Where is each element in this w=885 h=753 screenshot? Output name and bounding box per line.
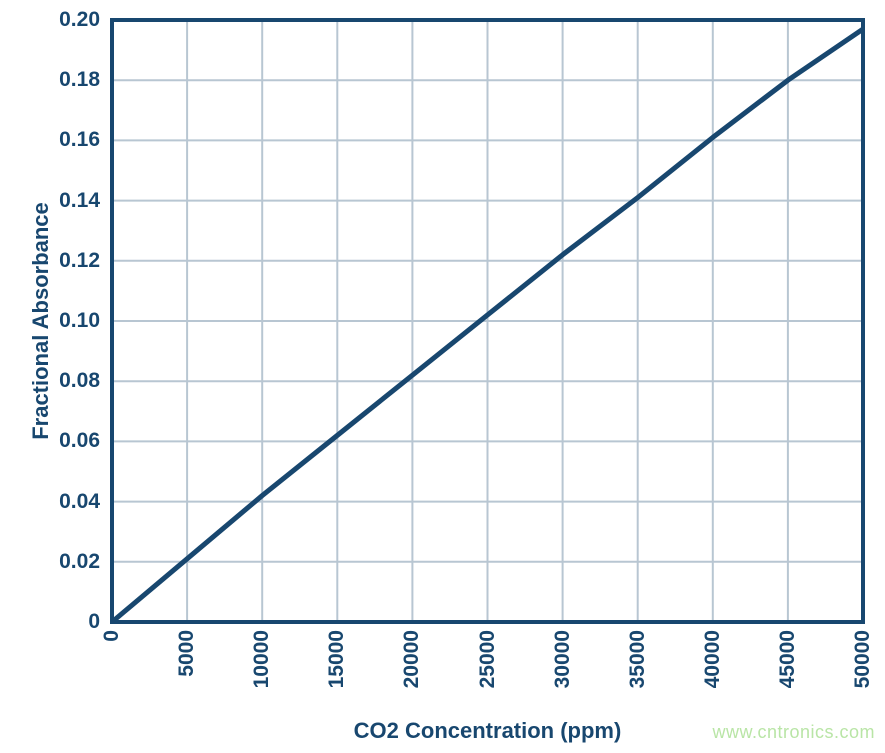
y-tick-label: 0.18 [59,68,100,92]
y-tick-label: 0.06 [59,429,100,453]
x-tick-label: 35000 [625,630,649,689]
x-tick-label: 10000 [250,630,274,689]
y-tick-label: 0.12 [59,248,100,272]
x-tick-label: 0 [100,630,123,642]
x-tick-label: 25000 [475,630,499,689]
plot-area [110,18,865,624]
y-tick-label: 0.04 [59,489,100,513]
x-tick-label: 40000 [700,630,724,689]
x-tick-label: 45000 [775,630,799,689]
y-tick-label: 0.10 [59,309,100,332]
y-tick-label: 0 [88,610,100,633]
data-line [110,26,865,624]
x-axis-title: CO2 Concentration (ppm) [353,718,622,743]
x-tick-label: 15000 [325,630,349,689]
y-tick-label: 0.02 [59,549,100,573]
x-tick-label: 50000 [851,630,874,689]
y-tick-label: 0.20 [59,8,100,31]
y-tick-label: 0.08 [59,369,100,393]
watermark: www.cntronics.com [712,722,875,742]
y-tick-label: 0.16 [59,128,100,152]
x-tick-label: 5000 [175,630,199,677]
x-tick-label: 20000 [400,630,424,689]
x-tick-label: 30000 [550,630,574,689]
y-tick-label: 0.14 [59,188,100,212]
plot-border [110,18,865,624]
y-axis-title: Fractional Absorbance [28,202,53,440]
